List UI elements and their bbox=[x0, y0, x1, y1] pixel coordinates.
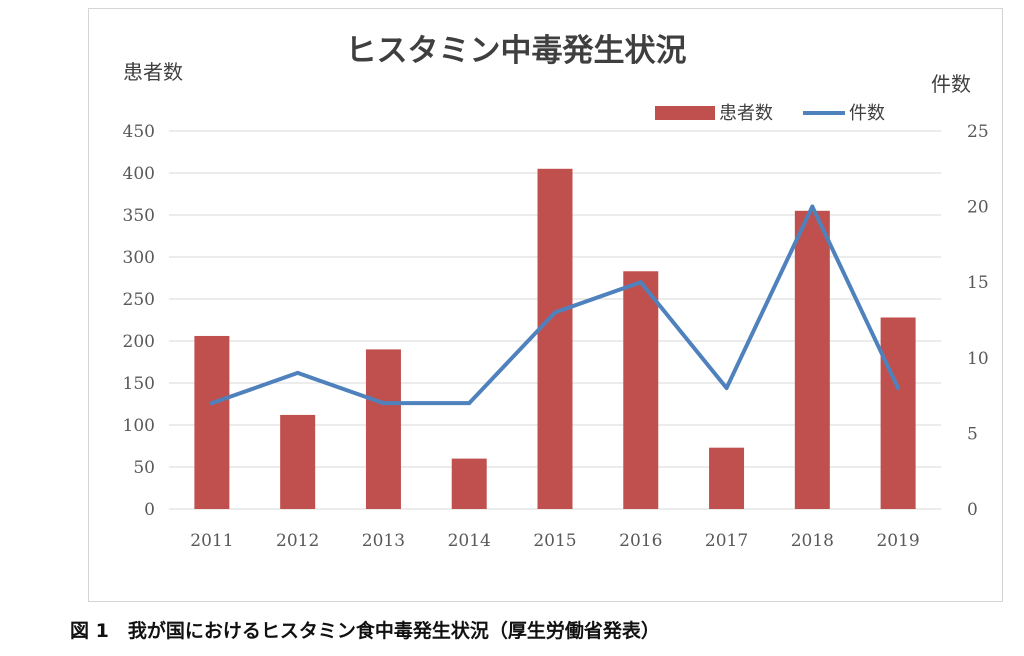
legend-label-bar: 患者数 bbox=[719, 103, 773, 124]
y2-tick-label: 25 bbox=[967, 122, 989, 142]
y-tick-label: 100 bbox=[123, 416, 155, 436]
bar-2019 bbox=[880, 317, 916, 509]
line-point-2015 bbox=[553, 310, 557, 315]
y-tick-label: 300 bbox=[123, 248, 155, 268]
chart-svg: 0 50 100 150 200 250 300 350 400 450 0 5 10 15 20 25 201… bbox=[123, 33, 989, 551]
y2-tick-label: 5 bbox=[967, 424, 978, 444]
chart-frame: 0 50 100 150 200 250 300 350 400 450 0 5 10 15 20 25 201… bbox=[88, 8, 1003, 602]
y-tick-label: 450 bbox=[123, 122, 155, 142]
bar-2016 bbox=[623, 271, 659, 509]
x-tick-label: 2015 bbox=[533, 531, 576, 551]
x-tick-label: 2014 bbox=[448, 531, 491, 551]
legend: 患者数 件数 bbox=[655, 103, 885, 124]
y-tick-label: 350 bbox=[123, 206, 155, 226]
line-point-2011 bbox=[209, 401, 214, 406]
y-tick-label: 50 bbox=[133, 458, 155, 478]
line-point-2018 bbox=[810, 204, 815, 209]
bar-series bbox=[194, 168, 916, 510]
bar-2012 bbox=[280, 414, 316, 509]
bar-2017 bbox=[709, 447, 745, 509]
y2-tick-label: 15 bbox=[967, 273, 989, 293]
y2-tick-label: 20 bbox=[967, 198, 989, 218]
y-axis-title: 患者数 bbox=[123, 60, 183, 84]
line-point-2012 bbox=[295, 370, 300, 375]
y-tick-label: 0 bbox=[144, 500, 155, 520]
x-tick-label: 2016 bbox=[619, 531, 662, 551]
x-tick-label: 2013 bbox=[362, 531, 405, 551]
x-tick-label: 2018 bbox=[791, 531, 834, 551]
x-tick-label: 2012 bbox=[276, 531, 319, 551]
y-tick-label: 400 bbox=[123, 164, 155, 184]
bar-2013 bbox=[365, 349, 401, 509]
y2-tick-label: 10 bbox=[967, 349, 989, 369]
line-point-2013 bbox=[381, 401, 386, 406]
bar-2014 bbox=[451, 458, 487, 509]
y2-axis-title: 件数 bbox=[931, 72, 971, 96]
y2-tick-label: 0 bbox=[967, 500, 978, 520]
chart-title: ヒスタミン中毒発生状況 bbox=[346, 33, 687, 69]
line-point-2016 bbox=[638, 280, 643, 285]
x-tick-label: 2019 bbox=[876, 531, 919, 551]
y-tick-label: 200 bbox=[123, 332, 155, 352]
line-point-2019 bbox=[896, 386, 901, 391]
x-tick-label: 2017 bbox=[705, 531, 748, 551]
line-series bbox=[209, 204, 901, 406]
tick-labels: 0 50 100 150 200 250 300 350 400 450 0 5 10 15 20 25 201… bbox=[123, 122, 989, 551]
y-tick-label: 250 bbox=[123, 290, 155, 310]
figure-caption: 図 1 我が国におけるヒスタミン食中毒発生状況（厚生労働省発表） bbox=[70, 620, 660, 642]
y-tick-label: 150 bbox=[123, 374, 155, 394]
line-point-2014 bbox=[467, 401, 472, 406]
x-tick-label: 2011 bbox=[190, 531, 233, 551]
bar-2015 bbox=[537, 168, 573, 510]
legend-swatch-bar bbox=[655, 106, 715, 120]
bar-2018 bbox=[794, 210, 830, 510]
line-point-2017 bbox=[724, 386, 729, 391]
bar-2011 bbox=[194, 335, 230, 509]
legend-label-line: 件数 bbox=[849, 103, 885, 124]
